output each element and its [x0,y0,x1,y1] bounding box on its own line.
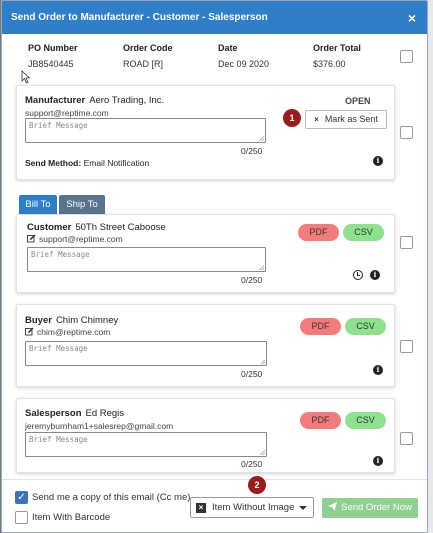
cc-me-checkbox[interactable]: ✓ [15,491,28,504]
date-value: Dec 09 2020 [218,59,270,69]
manufacturer-checkbox[interactable] [400,126,413,139]
edit-icon [27,234,36,243]
manufacturer-title: Manufacturer Aero Trading, Inc. [25,95,164,106]
buyer-char-counter: 0/250 [241,369,263,379]
customer-title: Customer 50Th Street Caboose [27,222,166,233]
manufacturer-card: Manufacturer Aero Trading, Inc. support@r… [16,85,395,180]
paper-plane-icon [328,502,338,511]
buyer-email: chim@reptime.com [37,327,111,337]
send-method-label: Send Method: [25,158,82,168]
customer-email-row: support@reptime.com [27,234,123,244]
salesperson-title: Salesperson Ed Regis [25,408,124,419]
salesperson-card: Salesperson Ed Regis jeremyburnham1+sales… [16,398,395,473]
mouse-cursor-icon [21,70,31,84]
modal-header: Send Order to Manufacturer - Customer - … [2,1,427,34]
step-badge-1: 1 [283,109,301,127]
tab-bill-to[interactable]: Bill To [19,195,57,214]
step-badge-2: 2 [248,476,266,494]
buyer-card: Buyer Chim Chimney chim@reptime.com PDF C… [16,304,395,387]
salesperson-csv-button[interactable]: CSV [345,412,386,429]
send-method: Send Method: Email Notification [25,158,149,168]
cc-me-label: Send me a copy of this email (Cc me) [32,492,191,503]
salesperson-char-counter: 0/250 [241,459,263,469]
manufacturer-label: Manufacturer [25,95,86,106]
po-number-col: PO Number JB8540445 [28,43,78,69]
customer-pdf-button[interactable]: PDF [298,224,339,241]
info-icon[interactable]: i [373,365,383,375]
order-summary: PO Number JB8540445 Order Code ROAD [R] … [2,43,427,79]
salesperson-message-input[interactable]: Brief Message [25,432,267,457]
buyer-label: Buyer [25,315,52,326]
modal-title: Send Order to Manufacturer - Customer - … [11,12,268,23]
tab-ship-to[interactable]: Ship To [59,195,105,214]
close-square-icon: × [196,503,206,513]
customer-checkbox[interactable] [400,236,413,249]
order-code-value: ROAD [R] [123,59,164,69]
send-order-now-label: Send Order Now [341,502,412,513]
order-code-label: Order Code [123,43,173,53]
info-icon[interactable]: i [373,156,383,166]
order-total-value: $376.00 [313,59,346,69]
close-icon[interactable]: × [407,9,416,26]
select-all-checkbox[interactable] [400,50,413,63]
manufacturer-name: Aero Trading, Inc. [89,95,165,106]
send-order-now-button[interactable]: Send Order Now [322,498,418,518]
order-total-col: Order Total $376.00 [313,43,361,69]
manufacturer-message-input[interactable]: Brief Message [25,118,266,143]
customer-name: 50Th Street Caboose [75,222,166,233]
modal-footer: ✓ Send me a copy of this email (Cc me) I… [2,476,427,532]
edit-icon [25,327,34,336]
order-code-col: Order Code ROAD [R] [123,43,173,69]
customer-message-input[interactable]: Brief Message [27,247,266,272]
salesperson-email: jeremyburnham1+salesrep@gmail.com [25,421,174,431]
customer-card: Customer 50Th Street Caboose support@rept… [16,214,395,293]
send-method-value: Email Notification [83,158,150,168]
barcode-checkbox[interactable] [15,511,28,524]
info-icon[interactable]: i [370,270,380,280]
image-option-dropdown[interactable]: × Item Without Image [190,497,314,518]
order-total-label: Order Total [313,43,361,53]
mark-as-sent-label: Mark as Sent [324,114,378,124]
salesperson-label: Salesperson [25,408,82,419]
customer-csv-button[interactable]: CSV [343,224,384,241]
manufacturer-email: support@reptime.com [25,108,109,118]
buyer-checkbox[interactable] [400,340,413,353]
po-number-label: PO Number [28,43,78,53]
customer-label: Customer [27,222,72,233]
salesperson-pdf-button[interactable]: PDF [300,412,341,429]
buyer-csv-button[interactable]: CSV [345,318,386,335]
salesperson-checkbox[interactable] [400,432,413,445]
buyer-name: Chim Chimney [55,315,119,326]
info-icon[interactable]: i [373,456,383,466]
mark-as-sent-button[interactable]: × Mark as Sent [305,110,387,129]
buyer-title: Buyer Chim Chimney [25,315,118,326]
dropdown-selected-value: Item Without Image [212,502,295,513]
customer-char-counter: 0/250 [241,275,263,285]
po-number-value: JB8540445 [28,59,74,69]
buyer-pdf-button[interactable]: PDF [300,318,341,335]
date-label: Date [218,43,238,53]
buyer-email-row: chim@reptime.com [25,327,110,337]
clock-icon[interactable] [353,270,363,280]
status-open-label: OPEN [345,96,371,106]
buyer-message-input[interactable]: Brief Message [25,341,267,366]
date-col: Date Dec 09 2020 [218,43,269,69]
customer-email: support@reptime.com [39,234,123,244]
barcode-label: Item With Barcode [32,512,111,523]
manufacturer-char-counter: 0/250 [241,146,263,156]
caret-down-icon [299,506,307,510]
salesperson-name: Ed Regis [85,408,125,419]
mark-sent-x-icon: × [314,115,319,124]
